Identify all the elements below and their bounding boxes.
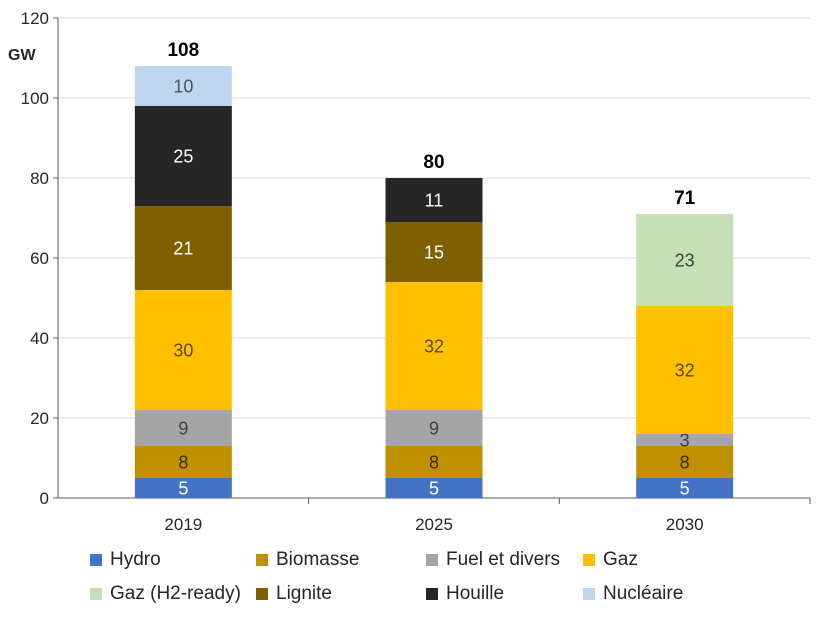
data-label: 5 xyxy=(178,479,188,499)
bar-segment-fuel-et-divers xyxy=(385,410,483,446)
data-label: 5 xyxy=(429,479,439,499)
bar-segment-gaz-h2-ready- xyxy=(636,214,734,306)
y-tick-label: 60 xyxy=(30,249,49,268)
data-label: 11 xyxy=(425,191,444,211)
x-tick-label: 2025 xyxy=(415,515,453,534)
y-axis-label: GW xyxy=(8,47,36,64)
bar-segment-hydro xyxy=(385,478,483,498)
data-label: 32 xyxy=(675,361,695,381)
y-tick-label: 0 xyxy=(40,489,49,508)
bar-segment-hydro xyxy=(134,478,232,498)
data-label: 23 xyxy=(675,251,695,271)
bar-segment-gaz xyxy=(385,282,483,410)
data-label: 32 xyxy=(424,337,444,357)
y-tick-label: 40 xyxy=(30,329,49,348)
bar-segment-biomasse xyxy=(636,446,734,478)
y-tick-label: 120 xyxy=(21,9,49,28)
data-label: 30 xyxy=(173,341,193,361)
data-label: 21 xyxy=(173,239,193,259)
total-label: 80 xyxy=(423,152,444,173)
y-tick-label: 100 xyxy=(21,89,49,108)
data-label: 9 xyxy=(178,419,188,439)
y-tick-label: 20 xyxy=(30,409,49,428)
total-label: 71 xyxy=(674,188,696,209)
bar-segment-houille xyxy=(385,178,483,222)
data-label: 3 xyxy=(680,431,690,451)
bar-segment-lignite xyxy=(134,206,232,290)
x-tick-label: 2019 xyxy=(164,515,202,534)
bar-segment-nucl-aire xyxy=(134,66,232,106)
data-label: 15 xyxy=(424,243,444,263)
data-label: 8 xyxy=(178,453,188,473)
x-tick-label: 2030 xyxy=(666,515,704,534)
bar-segment-biomasse xyxy=(385,446,483,478)
data-label: 10 xyxy=(173,77,193,97)
total-label: 108 xyxy=(167,40,199,61)
bar-segment-fuel-et-divers xyxy=(636,434,734,446)
bar-segment-gaz xyxy=(636,306,734,434)
y-tick-label: 80 xyxy=(30,169,49,188)
data-label: 5 xyxy=(680,479,690,499)
data-label: 8 xyxy=(429,453,439,473)
bar-segment-lignite xyxy=(385,222,483,282)
bar-segment-houille xyxy=(134,106,232,206)
data-label: 25 xyxy=(173,147,193,167)
data-label: 8 xyxy=(680,453,690,473)
bar-segment-biomasse xyxy=(134,446,232,478)
bar-segment-gaz xyxy=(134,290,232,410)
data-label: 9 xyxy=(429,419,439,439)
bar-segment-hydro xyxy=(636,478,734,498)
bar-segment-fuel-et-divers xyxy=(134,410,232,446)
